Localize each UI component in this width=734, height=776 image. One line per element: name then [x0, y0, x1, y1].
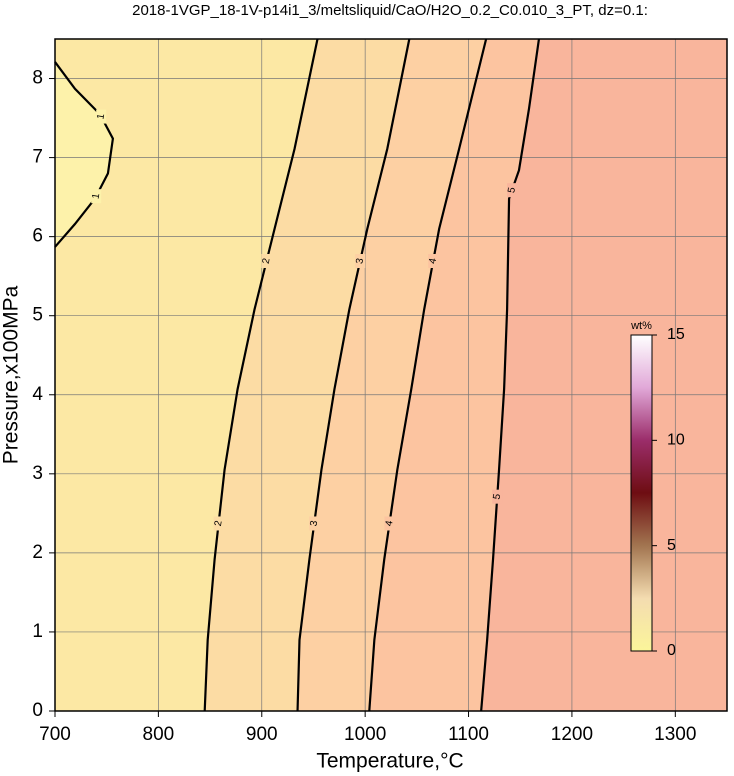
contour-fill: [55, 61, 113, 247]
contour-fill: [481, 39, 727, 711]
y-tick-label: 2: [32, 542, 43, 563]
contour-label: 1: [90, 192, 102, 200]
contour-label-bg: [91, 189, 102, 204]
y-tick-label: 5: [32, 305, 43, 326]
y-tick-label: 7: [32, 147, 43, 168]
contour-label-bg: [213, 516, 224, 531]
colorbar-label: wt%: [630, 320, 652, 332]
y-axis-label: Pressure,x100MPa: [0, 285, 23, 464]
chart-title: 2018-1VGP_18-1V-p14i1_3/meltsliquid/CaO/…: [132, 2, 648, 19]
contour-label-bg: [384, 516, 395, 531]
x-axis-label: Temperature,°C: [316, 750, 463, 773]
contour-label: 4: [427, 257, 439, 265]
contour-label-bg: [309, 516, 320, 531]
contour-label: 5: [506, 186, 518, 194]
contour-label: 2: [213, 519, 225, 527]
x-tick-label: 700: [39, 724, 71, 745]
x-tick-label: 800: [143, 724, 175, 745]
contour-label: 2: [261, 257, 273, 265]
contour-line: [54, 61, 115, 248]
contour-label-bg: [507, 183, 518, 198]
contour-label-bg: [492, 489, 503, 504]
colorbar-tick-label: 0: [667, 642, 676, 659]
contour-label-bg: [355, 253, 366, 268]
contour-label: 4: [384, 519, 396, 527]
contour-label: 5: [491, 493, 503, 501]
contour-label-bg: [428, 253, 439, 268]
colorbar-tick-label: 15: [667, 326, 685, 343]
x-tick-label: 1000: [344, 724, 386, 745]
y-tick-label: 1: [32, 621, 43, 642]
colorbar-tick-label: 10: [667, 432, 685, 449]
y-tick-label: 4: [32, 384, 43, 405]
contour-line: [296, 38, 411, 712]
contour-line: [203, 38, 319, 712]
x-tick-label: 1100: [448, 724, 489, 745]
contour-label: 3: [308, 519, 320, 527]
contour-label-bg: [261, 253, 272, 268]
contour-label-bg: [96, 109, 107, 124]
colorbar-tick-label: 5: [667, 537, 676, 554]
x-tick-label: 1300: [654, 724, 696, 745]
contour-label: 1: [95, 112, 107, 120]
contour-label: 3: [354, 257, 366, 265]
contour-line: [480, 38, 541, 712]
colorbar: [630, 334, 653, 652]
contour-line: [368, 38, 488, 712]
y-tick-label: 8: [32, 68, 43, 89]
y-tick-label: 3: [32, 463, 43, 484]
plot-frame: [54, 38, 728, 712]
x-tick-label: 1200: [551, 724, 593, 745]
y-tick-label: 0: [32, 700, 43, 721]
x-tick-label: 900: [246, 724, 278, 745]
y-tick-label: 6: [32, 226, 43, 247]
